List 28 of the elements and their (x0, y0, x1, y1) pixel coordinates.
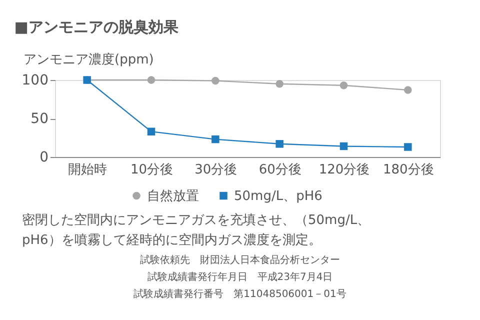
x-tick-label: 60分後 (258, 162, 302, 178)
x-tick-label: 30分後 (194, 162, 238, 178)
text: 試験依頼先 財団法人日本食品分析センター (140, 254, 340, 266)
x-tick-label: 10分後 (130, 162, 174, 178)
text: pH6）を噴霧して経時的に空間内ガス濃度を測定。 (22, 232, 322, 248)
y-tick-label: 50 (30, 111, 48, 127)
y-axis-title: アンモニア濃度(ppm) (24, 52, 154, 68)
y-tick-label: 0 (40, 150, 48, 166)
point (276, 140, 284, 148)
text: 密閉した空間内にアンモニアガスを充填させ、（50mg/L、 (22, 213, 370, 228)
point (340, 82, 348, 90)
point (340, 142, 348, 150)
point (212, 76, 220, 85)
x-tick-label: 180分後 (383, 162, 434, 178)
legend-label: 50mg/L、pH6 (234, 188, 322, 204)
text: 試験成績書発行年月日 平成23年7月4日 (147, 271, 333, 283)
point (147, 76, 156, 84)
chart-title: ■アンモニアの脱臭効果 (14, 18, 180, 36)
point (276, 80, 284, 88)
text: 試験成績書発行番号 第11048506001－01号 (134, 288, 346, 300)
point (404, 86, 412, 94)
point (212, 135, 220, 144)
legend-label: 自然放置 (147, 188, 199, 204)
x-tick-label: 120分後 (318, 162, 370, 178)
point (147, 128, 156, 136)
point (404, 143, 412, 151)
y-tick-label: 100 (22, 72, 48, 88)
x-tick-label: 開始時 (68, 162, 108, 178)
